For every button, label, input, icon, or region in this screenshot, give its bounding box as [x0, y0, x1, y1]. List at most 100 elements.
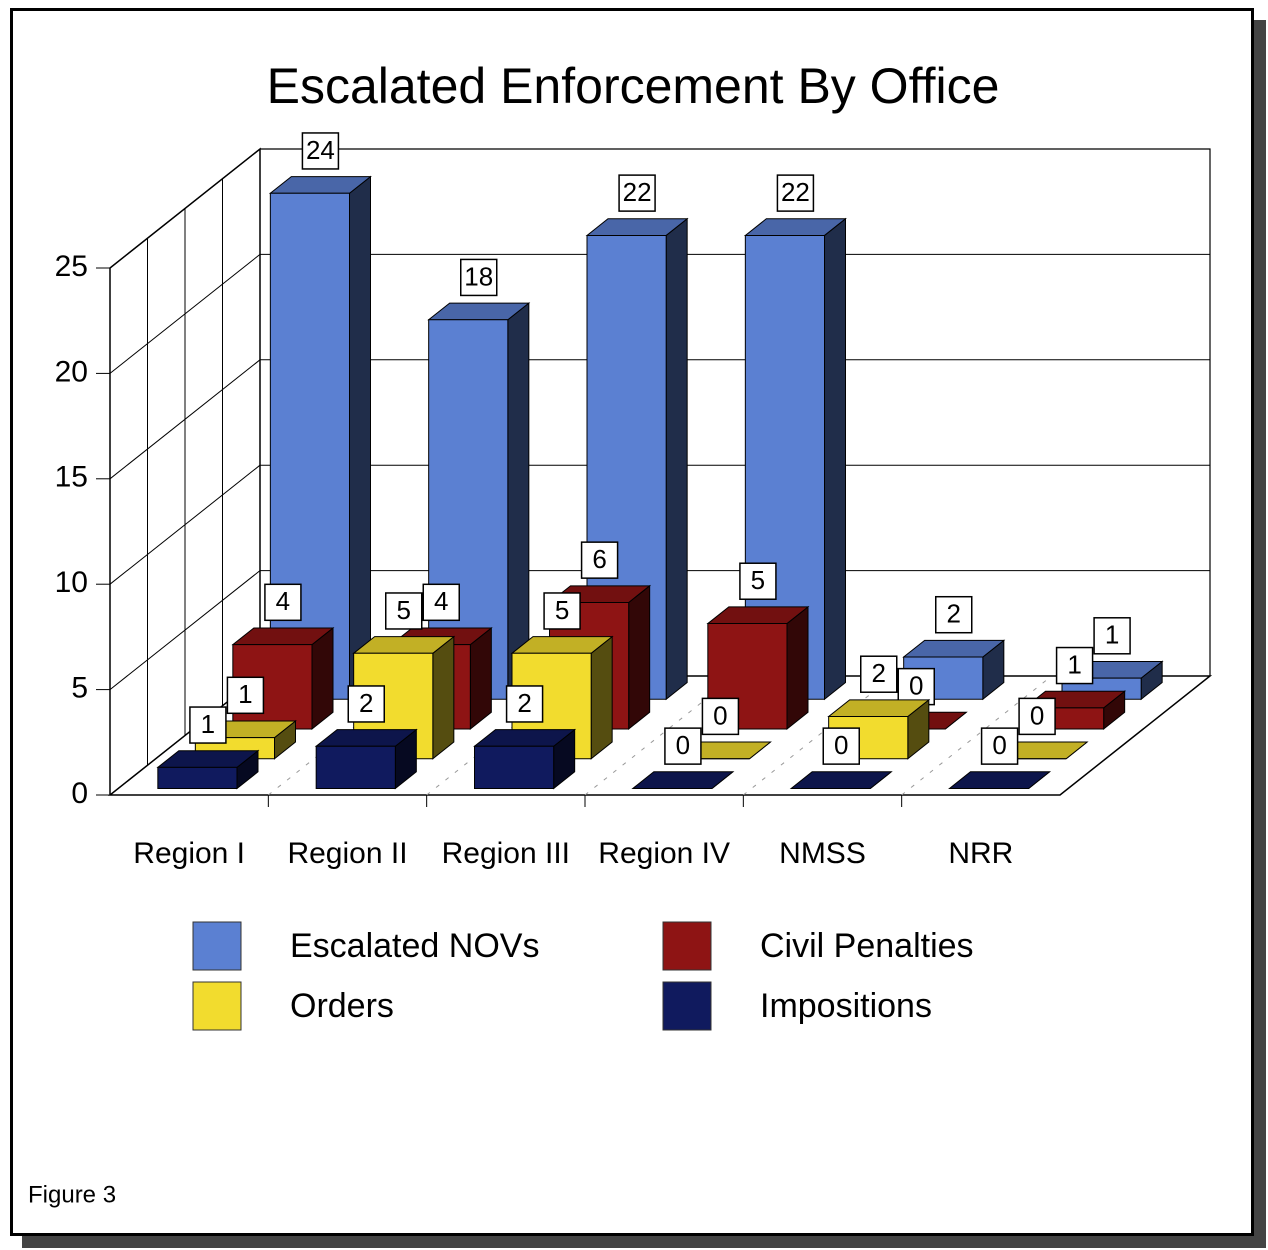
- value-label-box: [543, 592, 581, 630]
- value-label: 2: [359, 688, 373, 718]
- bar-front: [157, 766, 238, 789]
- bar: [314, 728, 418, 790]
- value-label-box: [860, 655, 898, 693]
- legend-label: Escalated NOVs: [290, 927, 539, 965]
- grid-line: [109, 464, 261, 585]
- bar-side: [786, 605, 809, 730]
- value-label: 4: [276, 586, 290, 616]
- legend-swatch: [192, 921, 242, 971]
- value-label: 2: [517, 688, 531, 718]
- grid-line: [109, 359, 261, 480]
- value-label-box: [980, 727, 1019, 765]
- floor-line: [743, 675, 894, 796]
- value-label: 0: [834, 730, 848, 760]
- footnote: Figure 3: [28, 1181, 116, 1208]
- x-tick-label: Region IV: [598, 837, 730, 870]
- value-label: 5: [397, 595, 411, 625]
- bar-side: [628, 584, 651, 730]
- bar: [948, 771, 1052, 789]
- value-label: 0: [909, 671, 923, 701]
- value-label-box: [301, 132, 340, 170]
- bar: [902, 639, 1006, 701]
- y-tick-label: 10: [55, 566, 88, 599]
- value-label-box: [347, 685, 385, 723]
- value-label: 22: [781, 177, 810, 207]
- value-label: 0: [713, 700, 727, 730]
- legend-label: Orders: [290, 987, 394, 1025]
- grid-line: [109, 148, 261, 269]
- y-tick-label: 20: [55, 355, 88, 388]
- value-label-box: [264, 583, 302, 622]
- bar: [631, 771, 735, 789]
- value-label-box: [701, 697, 740, 736]
- value-label-box: [822, 727, 860, 765]
- x-tick-label: NRR: [948, 837, 1013, 870]
- value-label: 1: [1105, 620, 1119, 650]
- legend-swatch: [662, 921, 712, 971]
- value-label: 0: [676, 730, 690, 760]
- value-label-box: [1093, 617, 1131, 655]
- value-label: 5: [751, 565, 765, 595]
- bar-front: [474, 745, 555, 789]
- value-label-box: [935, 595, 973, 634]
- value-label: 6: [592, 544, 606, 574]
- bar: [268, 175, 372, 701]
- bar: [789, 771, 893, 789]
- legend-label: Impositions: [760, 987, 932, 1025]
- value-label: 0: [1030, 700, 1044, 730]
- value-label: 1: [201, 709, 215, 739]
- value-label: 18: [464, 261, 493, 291]
- value-label-box: [776, 174, 815, 212]
- bar-front: [269, 192, 350, 700]
- value-label: 0: [992, 730, 1006, 760]
- value-label: 1: [238, 679, 252, 709]
- value-label: 5: [555, 595, 569, 625]
- bar-side: [824, 217, 846, 701]
- floor-line: [901, 675, 1052, 796]
- bar-side: [311, 626, 334, 730]
- bar-side: [469, 626, 492, 730]
- bar-front: [315, 745, 396, 789]
- value-label: 1: [1067, 649, 1081, 679]
- bar-side: [507, 302, 530, 701]
- x-tick-label: Region III: [442, 837, 570, 870]
- x-tick-label: Region II: [287, 837, 407, 870]
- y-tick-label: 15: [55, 461, 88, 494]
- bar-side: [665, 217, 688, 701]
- value-label-box: [580, 541, 619, 579]
- value-label-box: [226, 676, 265, 715]
- chart-title: Escalated Enforcement By Office: [267, 58, 1000, 114]
- value-label-box: [1055, 646, 1094, 685]
- grid-line: [109, 570, 261, 690]
- value-label-box: [618, 174, 656, 212]
- bar: [585, 217, 689, 701]
- value-label-box: [505, 685, 544, 723]
- value-label-box: [1018, 697, 1056, 736]
- x-tick-label: Region I: [133, 837, 245, 870]
- value-label-box: [739, 562, 777, 600]
- grid-line: [109, 254, 261, 374]
- value-label: 24: [306, 135, 335, 165]
- value-label: 2: [872, 658, 886, 688]
- legend-label: Civil Penalties: [760, 927, 974, 965]
- legend-swatch: [662, 981, 712, 1031]
- value-label: 2: [947, 599, 961, 629]
- bar-side: [590, 635, 613, 760]
- x-tick-label: NMSS: [779, 837, 866, 870]
- value-label: 4: [434, 586, 448, 616]
- y-tick-label: 0: [71, 777, 88, 810]
- legend-swatch: [192, 981, 242, 1031]
- value-label-box: [422, 583, 460, 622]
- bar-side: [349, 175, 371, 701]
- value-label-box: [385, 592, 423, 630]
- bar-side: [432, 635, 455, 760]
- y-tick-label: 25: [55, 250, 88, 283]
- value-label-box: [664, 727, 702, 765]
- value-label-box: [460, 258, 498, 297]
- bar: [156, 749, 260, 790]
- value-label: 22: [623, 177, 652, 207]
- value-label-box: [189, 706, 227, 744]
- y-tick-label: 5: [71, 672, 88, 705]
- bar: [473, 728, 577, 790]
